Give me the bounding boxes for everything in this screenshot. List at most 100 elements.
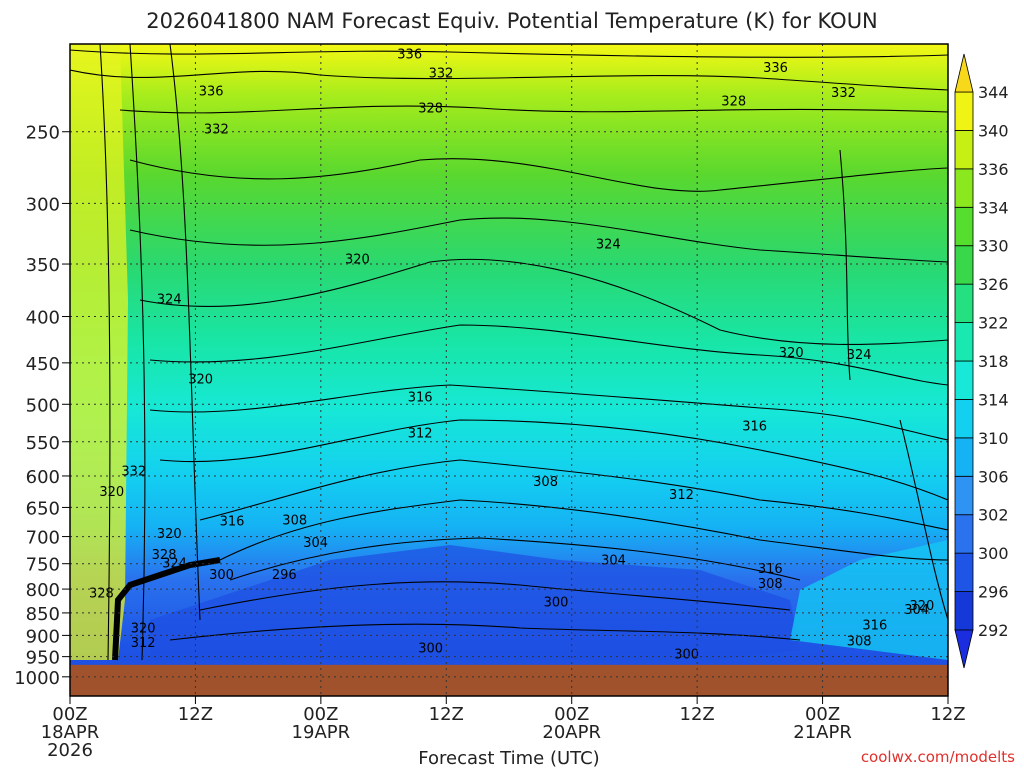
y-tick-label: 1000 <box>14 668 60 689</box>
contour-label: 336 <box>397 48 422 63</box>
y-tick-label: 950 <box>26 648 60 669</box>
contour-label: 304 <box>303 536 328 551</box>
contour-line <box>70 69 948 91</box>
y-tick-label: 900 <box>26 626 60 647</box>
y-tick-label: 450 <box>26 354 60 375</box>
colorbar-segment <box>954 130 974 170</box>
y-tick-label: 500 <box>26 395 60 416</box>
y-tick-label: 300 <box>26 194 60 215</box>
contour-lines <box>70 44 948 661</box>
contour-label: 328 <box>152 548 177 563</box>
contour-line <box>70 49 948 58</box>
contour-line <box>229 537 801 581</box>
contour-line <box>219 499 948 561</box>
y-axis: 2503003504004505005506006507007508008509… <box>14 123 70 689</box>
contour-label: 308 <box>533 475 558 490</box>
contour-line <box>159 419 948 501</box>
contour-line <box>169 623 801 641</box>
contour-line <box>129 217 948 263</box>
colorbar-segment <box>954 245 974 285</box>
contour-line <box>139 258 948 346</box>
colorbar-tick-label: 296 <box>978 583 1009 602</box>
contour-label: 300 <box>209 568 234 583</box>
colorbar-tick-label: 334 <box>978 198 1009 217</box>
x-tick-label: 12Z <box>930 704 965 725</box>
y-tick-label: 850 <box>26 604 60 625</box>
x-axis-label: Forecast Time (UTC) <box>418 748 599 768</box>
x-tick-label: 18APR <box>41 722 100 743</box>
y-tick-label: 550 <box>26 433 60 454</box>
contour-label: 324 <box>162 557 187 572</box>
x-tick-label: 2026 <box>47 740 93 761</box>
contour-label: 336 <box>763 61 788 76</box>
contour-label: 308 <box>282 513 307 528</box>
cyan-low-layer-right <box>790 540 948 660</box>
contour-label: 328 <box>89 587 114 602</box>
contour-label: 320 <box>345 252 370 267</box>
contour-label: 304 <box>601 553 626 568</box>
contour-label: 304 <box>904 603 929 618</box>
colorbar-tick-label: 340 <box>978 121 1009 140</box>
contour-label: 324 <box>596 237 621 252</box>
x-tick-label: 00Z <box>303 704 338 725</box>
contour-label: 312 <box>669 488 694 503</box>
colorbar-segment <box>954 437 974 477</box>
contour-label: 332 <box>831 86 856 101</box>
contour-label: 320 <box>99 485 124 500</box>
contour-label: 316 <box>220 515 245 530</box>
contour-label: 332 <box>121 465 146 480</box>
contour-line <box>899 419 948 621</box>
colorbar-tick-label: 300 <box>978 544 1009 563</box>
colorbar-segment <box>954 552 974 592</box>
chart-title: 2026041800 NAM Forecast Equiv. Potential… <box>146 9 878 33</box>
colorbar-segment <box>954 206 974 247</box>
colorbar-tick-label: 318 <box>978 352 1009 371</box>
colorbar-bottom-arrow <box>954 629 974 669</box>
x-tick-label: 21APR <box>793 722 852 743</box>
y-tick-label: 750 <box>26 555 60 576</box>
contour-label: 300 <box>674 647 699 662</box>
contour-line <box>129 158 948 192</box>
colorbar-tick-label: 336 <box>978 160 1009 179</box>
x-tick-label: 19APR <box>292 722 351 743</box>
contour-label: 312 <box>131 636 156 651</box>
colorbar-segment <box>954 283 974 323</box>
colorbar-segment <box>954 399 974 439</box>
contour-label: 316 <box>742 420 767 435</box>
contour-label: 320 <box>909 599 934 614</box>
y-tick-label: 250 <box>26 123 60 144</box>
contour-label: 332 <box>429 66 454 81</box>
colorbar-tick-label: 326 <box>978 275 1009 294</box>
y-tick-label: 700 <box>26 528 60 549</box>
x-tick-label: 00Z <box>52 704 87 725</box>
contour-line <box>129 44 146 661</box>
contour-label: 320 <box>779 346 804 361</box>
x-tick-label: 00Z <box>805 704 840 725</box>
contour-label: 316 <box>758 562 783 577</box>
contour-label: 328 <box>721 95 746 110</box>
colorbar-tick-label: 344 <box>978 83 1009 102</box>
contour-label: 312 <box>408 426 433 441</box>
contour-label: 308 <box>758 577 783 592</box>
contour-line <box>169 44 201 621</box>
contour-line <box>839 149 851 381</box>
y-tick-label: 400 <box>26 308 60 329</box>
x-tick-label: 12Z <box>178 704 213 725</box>
contour-label: 308 <box>847 635 872 650</box>
contour-line <box>199 459 948 531</box>
yellow-column-left <box>70 44 128 660</box>
y-tick-label: 600 <box>26 467 60 488</box>
contour-label: 320 <box>131 621 156 636</box>
colorbar-tick-label: 310 <box>978 429 1009 448</box>
x-tick-label: 12Z <box>429 704 464 725</box>
contour-label: 316 <box>408 390 433 405</box>
colorbar-segment <box>954 168 974 208</box>
terrain-below-surface <box>70 664 948 696</box>
colorbar-segment <box>954 475 974 516</box>
colorbar-segment <box>954 591 974 631</box>
colorbar-tick-label: 314 <box>978 390 1009 409</box>
contour-label: 328 <box>418 101 443 116</box>
